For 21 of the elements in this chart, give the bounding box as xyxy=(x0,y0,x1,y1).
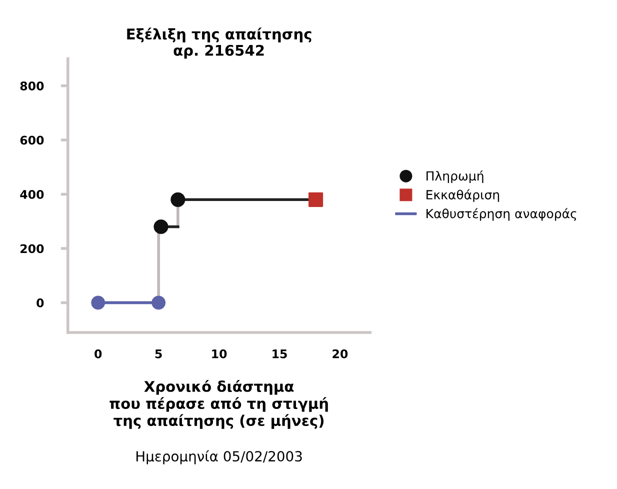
x-tick-label: 20 xyxy=(332,349,348,358)
point xyxy=(154,219,168,234)
y-tick-label: 0 xyxy=(36,298,44,308)
point xyxy=(308,192,324,207)
y-tick-label: 800 xyxy=(20,82,44,90)
text: Ημερομηνία 05/02/2003 xyxy=(136,450,302,464)
point xyxy=(91,296,106,310)
point xyxy=(170,192,186,207)
legend-label: Πληρωμή xyxy=(426,170,484,184)
y-tick-label: 600 xyxy=(20,136,44,145)
point xyxy=(152,296,166,310)
y-tick-label: 400 xyxy=(20,190,44,199)
y-tick-label: 200 xyxy=(20,244,44,254)
chart-title: Εξέλιξη της απαίτησης αρ. 216542 xyxy=(127,28,312,59)
x-tick-label: 0 xyxy=(94,349,102,358)
legend-label: Εκκαθάριση xyxy=(426,189,500,202)
x-tick-label: 5 xyxy=(155,350,162,358)
x-axis-title: Χρονικό διάστημα που πέρασε από τη στιγμή της απαίτησης (σε μήνες) xyxy=(110,380,328,429)
x-tick-label: 15 xyxy=(272,350,287,358)
x-tick-label: 10 xyxy=(212,349,227,358)
legend-label: Καθυστέρηση αναφοράς xyxy=(426,208,576,221)
